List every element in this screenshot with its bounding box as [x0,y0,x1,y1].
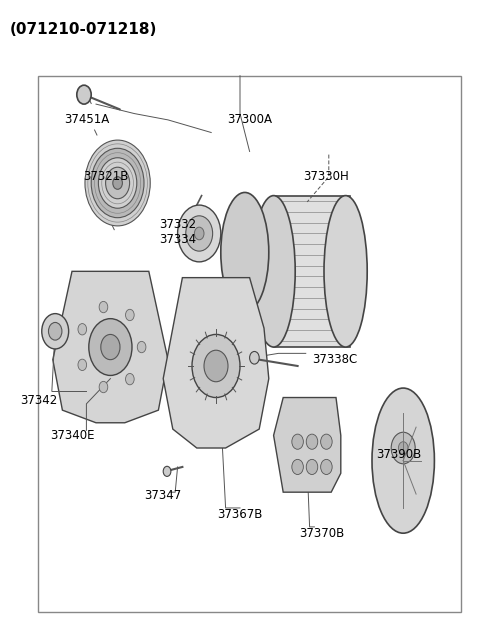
Circle shape [163,466,171,476]
Circle shape [98,158,137,208]
Circle shape [99,302,108,313]
Circle shape [306,459,318,475]
Circle shape [113,177,122,189]
Circle shape [292,434,303,449]
Circle shape [204,350,228,382]
Text: 37367B: 37367B [217,508,263,521]
Circle shape [250,351,259,364]
Text: 37347: 37347 [144,489,182,502]
Circle shape [48,322,62,340]
Circle shape [77,85,91,104]
Circle shape [186,216,213,251]
Circle shape [194,227,204,240]
Polygon shape [163,278,269,448]
Circle shape [91,148,144,218]
Circle shape [391,432,415,464]
Circle shape [321,459,332,475]
Circle shape [398,442,408,454]
Polygon shape [274,398,341,492]
Text: 37451A: 37451A [64,114,109,126]
Polygon shape [53,271,168,423]
Text: 37332: 37332 [159,218,196,230]
Circle shape [99,381,108,392]
Circle shape [178,205,221,262]
Circle shape [78,324,86,335]
Text: 37390B: 37390B [376,448,421,461]
Circle shape [101,334,120,360]
Circle shape [137,341,146,353]
Text: (071210-071218): (071210-071218) [10,22,157,37]
Text: 37340E: 37340E [50,429,94,442]
Text: 37338C: 37338C [312,353,357,366]
Text: 37330H: 37330H [303,170,349,183]
Text: 37370B: 37370B [299,527,344,540]
Circle shape [85,140,150,226]
FancyBboxPatch shape [274,196,350,347]
Circle shape [89,319,132,375]
Circle shape [192,334,240,398]
Circle shape [306,434,318,449]
Text: 37300A: 37300A [227,114,272,126]
Circle shape [126,309,134,321]
Circle shape [321,434,332,449]
Ellipse shape [372,388,434,533]
Ellipse shape [324,196,367,347]
Circle shape [78,359,86,370]
Text: 37342: 37342 [20,394,57,407]
Text: 37334: 37334 [159,233,196,246]
Circle shape [292,459,303,475]
Text: 37321B: 37321B [83,170,128,183]
Ellipse shape [221,192,269,312]
Ellipse shape [252,196,295,347]
Circle shape [126,374,134,385]
Circle shape [42,314,69,349]
Circle shape [106,167,130,199]
